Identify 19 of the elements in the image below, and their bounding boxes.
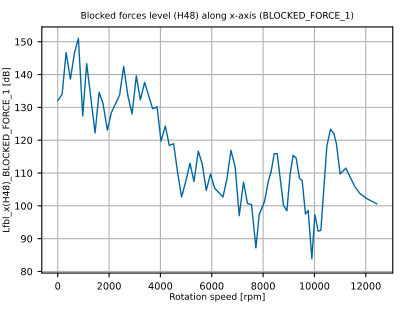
y-tick-label: 120 (15, 136, 32, 144)
x-tick-label: 0 (55, 282, 60, 290)
y-tick-label: 140 (15, 71, 32, 78)
x-tick-label: 8000 (251, 282, 275, 290)
y-tick-label: 150 (15, 38, 32, 46)
x-tick-label: 2000 (97, 282, 121, 290)
x-tick-label: 10000 (300, 282, 330, 290)
x-tick-label: 6000 (200, 282, 224, 290)
y-tick-label: 90 (21, 235, 32, 242)
x-tick-label: 4000 (148, 282, 172, 290)
chart-title: Blocked forces level (H48) along x-axis (BLOCKED_FORCE_1) (81, 12, 354, 21)
y-tick-label: 100 (15, 202, 32, 210)
y-tick-label: 110 (15, 169, 32, 177)
line-series (57, 38, 378, 260)
y-tick-label: 80 (21, 268, 32, 276)
y-tick-label: 130 (15, 104, 32, 112)
x-axis-title: Rotation speed [rpm] (170, 292, 265, 302)
x-tick-label: 12000 (351, 282, 381, 290)
y-axis-title: Lfbl_x(H48)_BLOCKED_FORCE_1 [dB] (2, 68, 12, 232)
